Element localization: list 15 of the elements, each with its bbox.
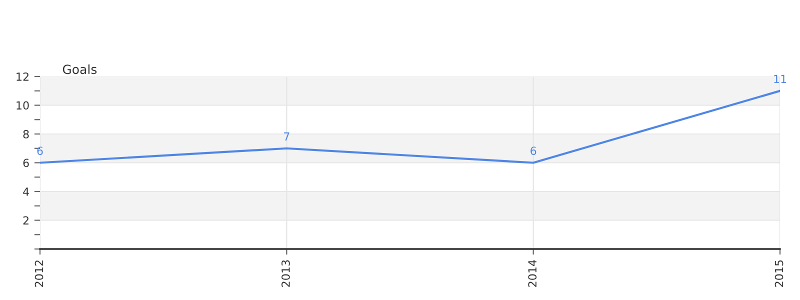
- y-axis-title: Goals: [62, 64, 97, 74]
- y-tick-label: 8: [23, 130, 29, 138]
- data-label: 7: [284, 132, 290, 141]
- y-tick-label: 2: [23, 216, 28, 224]
- x-tick-label: 2013: [281, 260, 290, 287]
- x-tick-label: 2015: [774, 260, 784, 287]
- x-tick-label: 2012: [34, 260, 44, 287]
- data-label: 6: [37, 146, 43, 156]
- x-tick-label: 2014: [528, 260, 537, 287]
- y-tick-label: 12: [16, 72, 28, 81]
- y-tick-label: 6: [23, 158, 29, 168]
- data-label: 11: [774, 74, 786, 84]
- y-tick-label: 4: [23, 188, 29, 196]
- y-tick-label: 10: [16, 101, 29, 110]
- data-label: 6: [530, 146, 536, 156]
